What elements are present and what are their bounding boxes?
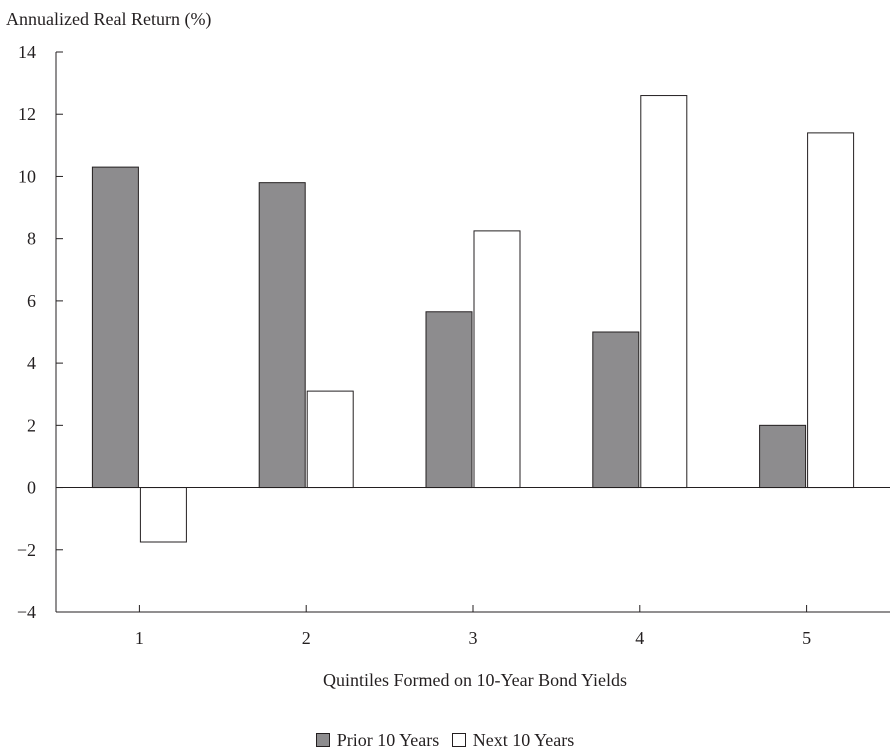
y-axis-label: Annualized Real Return (%)	[6, 9, 211, 30]
legend-swatch-prior	[315, 733, 330, 747]
x-tick-label: 4	[635, 628, 644, 648]
bar-next-10-years-3	[473, 230, 521, 489]
legend: Prior 10 Years Next 10 Years	[0, 730, 890, 751]
bar-prior-10-years-3	[425, 311, 473, 489]
y-tick-label: −4	[17, 602, 36, 622]
y-tick-label: 10	[18, 166, 36, 186]
x-tick-label: 5	[802, 628, 811, 648]
x-axis-label: Quintiles Formed on 10-Year Bond Yields	[323, 670, 627, 690]
legend-label-prior: Prior 10 Years	[336, 730, 440, 750]
y-tick-label: 0	[27, 478, 36, 498]
y-axis: −4 −2 0 2 4 6 8 10 12 14	[17, 42, 63, 622]
bar-prior-10-years-4	[592, 331, 640, 489]
y-tick-label: −2	[17, 540, 36, 560]
bar-prior-10-years-5	[759, 424, 807, 489]
legend-swatch-next	[451, 733, 466, 747]
y-tick-label: 8	[27, 229, 36, 249]
y-tick-label: 2	[27, 415, 36, 435]
bars	[91, 95, 855, 543]
legend-label-next: Next 10 Years	[472, 730, 575, 750]
bar-next-10-years-4	[640, 95, 688, 489]
x-tick-label: 2	[302, 628, 311, 648]
legend-item-prior: Prior 10 Years	[315, 730, 440, 750]
y-tick-label: 14	[18, 42, 36, 62]
x-axis: 1 2 3 4 5	[56, 487, 890, 648]
bar-next-10-years-2	[306, 390, 354, 489]
bar-prior-10-years-1	[91, 166, 139, 489]
y-tick-label: 4	[27, 353, 36, 373]
x-tick-label: 3	[469, 628, 478, 648]
y-tick-label: 12	[18, 104, 36, 124]
bar-prior-10-years-2	[258, 182, 306, 489]
bar-next-10-years-1	[139, 487, 187, 543]
legend-item-next: Next 10 Years	[451, 730, 575, 750]
bar-next-10-years-5	[807, 132, 855, 489]
x-tick-label: 1	[135, 628, 144, 648]
y-tick-label: 6	[27, 291, 36, 311]
